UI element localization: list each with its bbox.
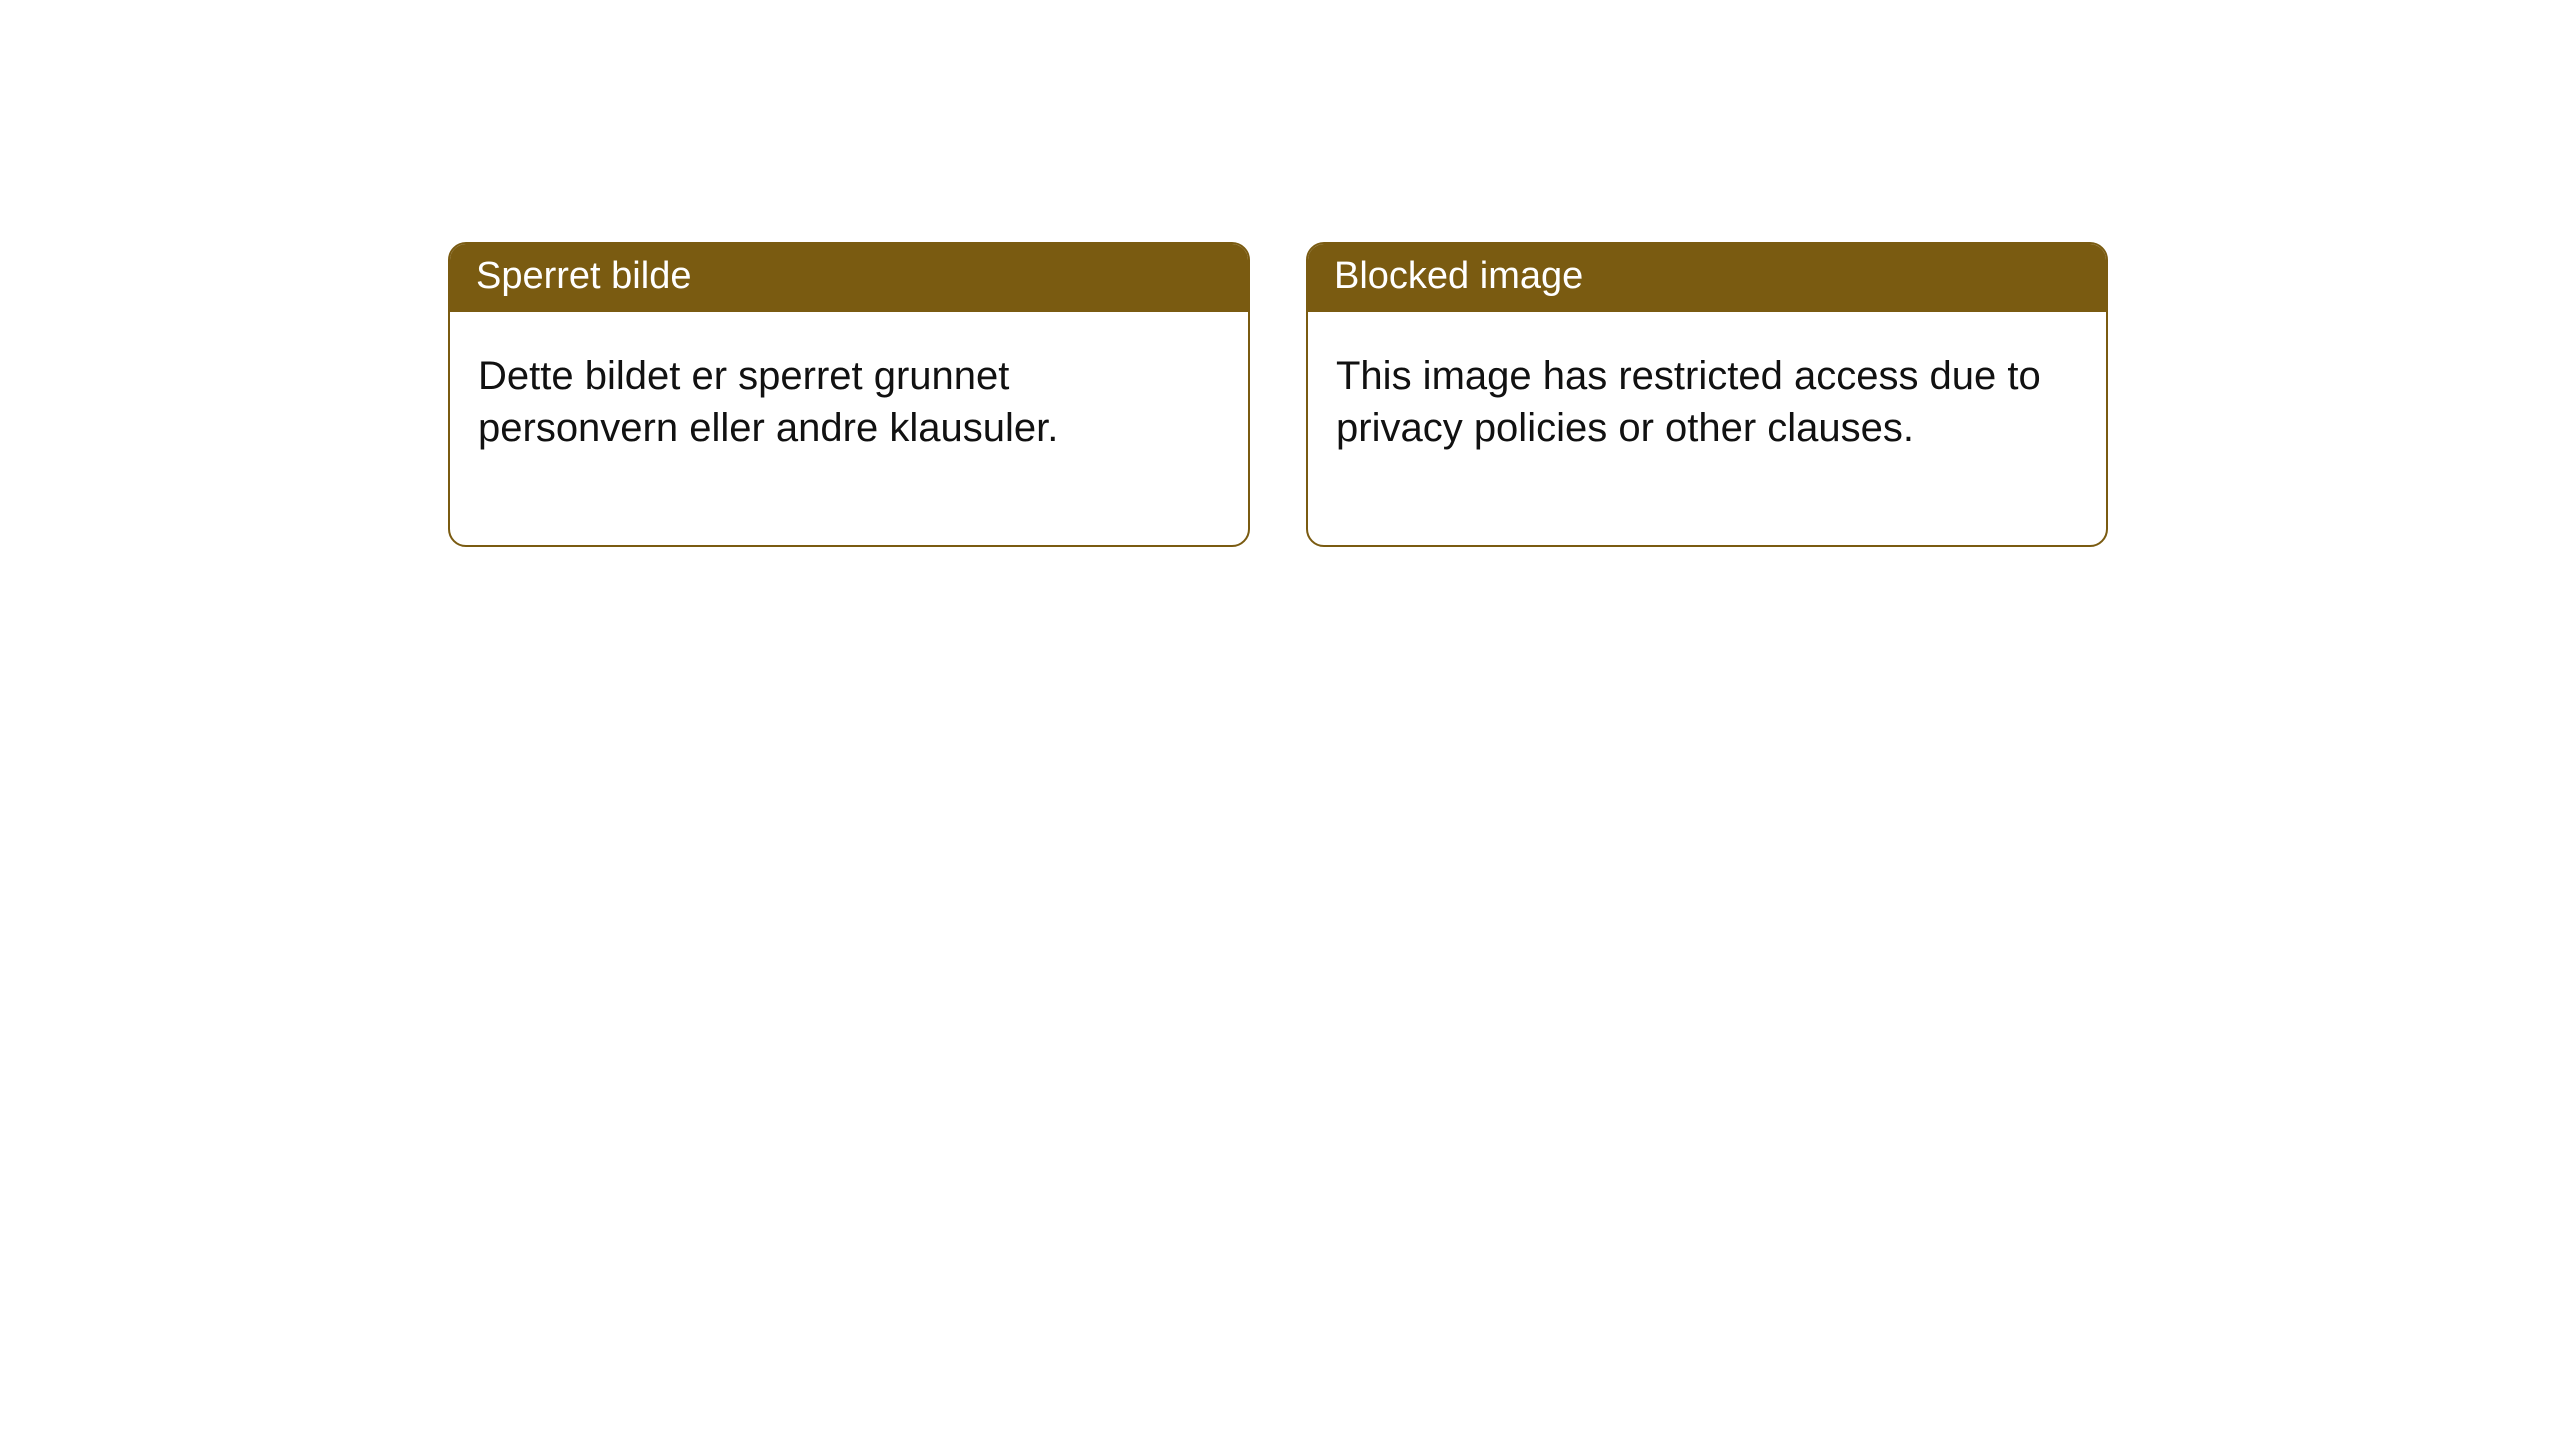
notice-card-norwegian: Sperret bilde Dette bildet er sperret gr…: [448, 242, 1250, 547]
notice-body: This image has restricted access due to …: [1308, 312, 2106, 546]
notice-title: Sperret bilde: [450, 244, 1248, 312]
notice-body: Dette bildet er sperret grunnet personve…: [450, 312, 1248, 546]
notice-container: Sperret bilde Dette bildet er sperret gr…: [448, 242, 2108, 547]
notice-card-english: Blocked image This image has restricted …: [1306, 242, 2108, 547]
notice-title: Blocked image: [1308, 244, 2106, 312]
